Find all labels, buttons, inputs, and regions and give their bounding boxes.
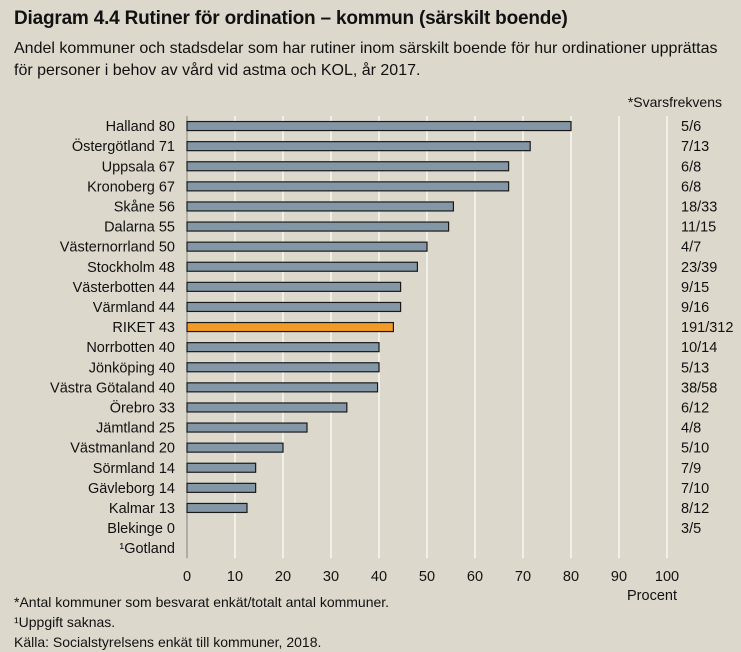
bar	[186, 362, 380, 373]
category-label: Gävleborg 14	[88, 481, 175, 497]
bar	[186, 120, 572, 132]
bar	[186, 462, 257, 473]
response-rate-label: 6/8	[681, 159, 701, 175]
category-label: RIKET 43	[112, 320, 175, 336]
category-label: Jönköping 40	[89, 360, 175, 376]
category-label: ¹Gotland	[119, 541, 175, 557]
x-tick-label: 20	[275, 569, 291, 585]
response-rate-label: 7/9	[681, 461, 701, 477]
bar	[186, 301, 402, 313]
category-label: Västerbotten 44	[73, 280, 175, 296]
response-rate-label: 23/39	[681, 260, 717, 276]
response-rate-label: 8/12	[681, 501, 709, 517]
bar	[186, 181, 510, 192]
bar	[186, 482, 257, 493]
response-rate-label: 4/7	[681, 240, 701, 256]
category-label: Sörmland 14	[93, 461, 175, 477]
response-rate-label: 3/5	[681, 521, 701, 537]
chart-title: Diagram 4.4 Rutiner för ordination – kom…	[14, 8, 568, 29]
x-tick-label: 40	[371, 569, 387, 585]
category-label: Västra Götaland 40	[50, 380, 175, 396]
x-axis-label: Procent	[627, 588, 677, 604]
response-rate-label: 7/13	[681, 139, 709, 155]
bar	[186, 261, 418, 272]
bar	[186, 281, 402, 292]
bar	[186, 382, 379, 393]
response-rate-label: 5/10	[681, 441, 709, 457]
response-rate-label: 11/15	[681, 220, 716, 236]
bar	[186, 241, 428, 252]
x-tick-label: 100	[655, 569, 679, 585]
category-label: Örebro 33	[110, 398, 175, 416]
response-rate-label: 38/58	[681, 380, 717, 396]
response-rate-label: 6/8	[681, 179, 701, 195]
bar	[186, 201, 454, 212]
bar	[186, 141, 531, 152]
footnote-missing-data: ¹Uppgift saknas.	[14, 614, 116, 630]
category-label: Blekinge 0	[107, 521, 175, 537]
category-label: Östergötland 71	[72, 137, 175, 155]
x-tick-label: 0	[183, 569, 191, 585]
response-rate-label: 9/15	[681, 280, 709, 296]
category-label: Västernorrland 50	[60, 240, 175, 256]
category-label: Kronoberg 67	[87, 179, 175, 195]
category-label: Jämtland 25	[96, 421, 175, 437]
footnote-response-rate: *Antal kommuner som besvarat enkät/total…	[14, 594, 390, 610]
category-label: Västmanland 20	[70, 441, 175, 457]
category-label: Kalmar 13	[109, 501, 175, 517]
category-label: Halland 80	[106, 119, 175, 135]
footnote-source: Källa: Socialstyrelsens enkät till kommu…	[14, 634, 322, 650]
category-label: Skåne 56	[114, 199, 175, 215]
right-column-header: *Svarsfrekvens	[628, 94, 722, 110]
category-label: Dalarna 55	[104, 220, 175, 236]
response-rate-label: 4/8	[681, 421, 701, 437]
bar	[186, 161, 510, 172]
x-tick-label: 60	[467, 569, 483, 585]
x-tick-label: 30	[323, 569, 339, 585]
response-rate-label: 7/10	[681, 481, 709, 497]
category-label: Värmland 44	[93, 300, 175, 316]
x-tick-label: 10	[227, 569, 243, 585]
bar	[186, 221, 450, 232]
response-rate-label: 5/6	[681, 119, 701, 135]
response-rate-label: 191/312	[681, 320, 733, 336]
category-label: Norrbotten 40	[86, 340, 175, 356]
chart-subtitle: Andel kommuner och stadsdelar som har ru…	[14, 40, 718, 79]
bar	[186, 342, 380, 353]
category-label: Uppsala 67	[102, 159, 175, 175]
response-rate-label: 5/13	[681, 360, 709, 376]
response-rate-label: 9/16	[681, 300, 709, 316]
bar	[186, 402, 348, 413]
x-tick-label: 70	[515, 569, 531, 585]
footnotes: *Antal kommuner som besvarat enkät/total…	[14, 592, 389, 652]
bar	[186, 422, 308, 433]
bar	[186, 502, 248, 514]
x-tick-label: 90	[611, 569, 627, 585]
bar	[186, 321, 394, 333]
response-rate-label: 6/12	[681, 400, 709, 416]
x-tick-label: 50	[419, 569, 435, 585]
response-rate-label: 10/14	[681, 340, 717, 356]
category-label: Stockholm 48	[87, 260, 175, 276]
bar	[186, 442, 284, 453]
response-rate-label: 18/33	[681, 199, 717, 215]
x-tick-label: 80	[563, 569, 579, 585]
